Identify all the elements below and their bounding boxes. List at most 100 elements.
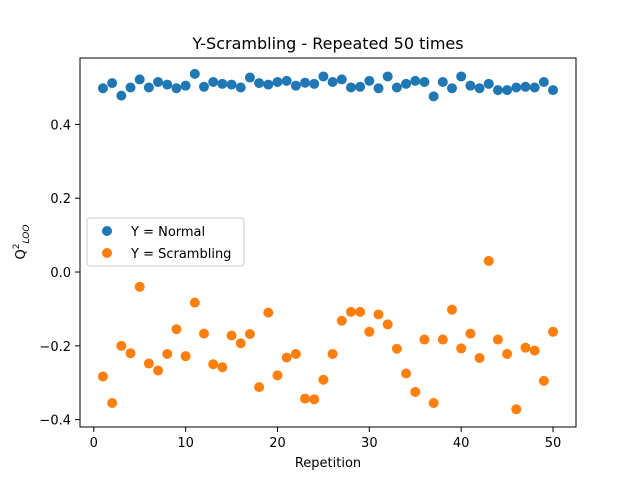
point-normal — [263, 79, 274, 90]
point-scrambling — [153, 365, 164, 376]
point-scrambling — [180, 351, 191, 362]
point-normal — [226, 79, 237, 90]
point-normal — [428, 91, 439, 102]
point-normal — [97, 83, 108, 94]
x-tick-label: 0 — [90, 436, 98, 451]
point-normal — [107, 78, 118, 89]
point-scrambling — [483, 255, 494, 266]
x-tick-label: 50 — [545, 436, 562, 451]
legend: Y = Normal Y = Scrambling — [86, 217, 245, 267]
point-scrambling — [162, 348, 173, 359]
point-scrambling — [199, 328, 209, 339]
point-normal — [189, 68, 200, 79]
point-normal — [309, 78, 320, 89]
point-normal — [502, 85, 513, 96]
point-scrambling — [327, 348, 338, 359]
y-tick-label: 0.0 — [50, 266, 71, 281]
point-scrambling — [382, 319, 393, 330]
point-normal — [391, 82, 402, 93]
point-scrambling — [447, 304, 457, 315]
point-scrambling — [529, 345, 540, 356]
point-scrambling — [391, 343, 402, 354]
point-normal — [364, 75, 375, 86]
point-scrambling — [318, 374, 329, 385]
point-scrambling — [235, 338, 246, 349]
point-normal — [465, 80, 476, 91]
point-normal — [125, 82, 136, 93]
point-normal — [327, 76, 338, 87]
point-normal — [492, 85, 503, 96]
point-scrambling — [143, 358, 154, 369]
point-normal — [143, 82, 154, 93]
point-normal — [382, 71, 393, 82]
point-normal — [355, 81, 366, 92]
point-scrambling — [520, 342, 531, 353]
point-normal — [345, 82, 356, 93]
point-normal — [116, 90, 127, 101]
point-scrambling — [244, 329, 255, 340]
point-scrambling — [373, 309, 384, 320]
point-normal — [199, 81, 209, 92]
y-axis-label-sub: LOO — [22, 225, 32, 244]
point-scrambling — [309, 394, 320, 405]
point-scrambling — [456, 343, 467, 354]
legend-marker-scrambling — [102, 248, 112, 258]
point-scrambling — [208, 359, 219, 370]
chart-title: Y-Scrambling - Repeated 50 times — [191, 34, 463, 53]
series-normal — [97, 68, 559, 102]
point-normal — [474, 83, 485, 94]
point-scrambling — [419, 334, 430, 345]
point-normal — [134, 74, 145, 85]
point-scrambling — [511, 404, 522, 415]
point-scrambling — [300, 393, 311, 404]
x-axis-label: Repetition — [295, 456, 361, 471]
point-normal — [483, 78, 494, 89]
point-scrambling — [428, 398, 439, 409]
x-tick-label: 40 — [453, 436, 470, 451]
point-scrambling — [364, 326, 375, 337]
point-normal — [529, 82, 540, 93]
point-normal — [373, 83, 384, 94]
point-normal — [235, 82, 246, 93]
point-scrambling — [97, 371, 108, 382]
x-tick-label: 30 — [361, 436, 378, 451]
point-scrambling — [548, 326, 559, 337]
point-normal — [401, 78, 412, 89]
point-scrambling — [107, 398, 118, 409]
point-scrambling — [134, 281, 145, 292]
point-scrambling — [254, 382, 265, 393]
point-normal — [281, 75, 292, 86]
series-scrambling — [97, 255, 559, 415]
point-scrambling — [125, 348, 136, 359]
point-normal — [538, 76, 549, 87]
point-normal — [153, 76, 164, 87]
point-normal — [447, 83, 457, 94]
point-normal — [244, 72, 255, 83]
data-points — [97, 68, 559, 415]
point-normal — [511, 82, 522, 93]
point-scrambling — [290, 348, 301, 359]
point-normal — [410, 75, 421, 86]
legend-box — [86, 217, 245, 267]
point-normal — [180, 80, 191, 91]
point-scrambling — [263, 307, 274, 318]
point-normal — [336, 74, 347, 85]
y-axis-label-sup: 2 — [12, 243, 22, 249]
point-scrambling — [474, 352, 485, 363]
point-scrambling — [226, 330, 237, 341]
point-scrambling — [502, 348, 513, 359]
legend-label-scrambling: Y = Scrambling — [130, 247, 231, 262]
y-tick-label: −0.2 — [39, 340, 71, 355]
point-scrambling — [189, 297, 200, 308]
x-tick-label: 20 — [269, 436, 286, 451]
point-scrambling — [401, 368, 412, 379]
y-axis: −0.4 −0.2 0.0 0.2 0.4 — [39, 118, 80, 429]
point-normal — [300, 77, 311, 88]
point-scrambling — [217, 362, 228, 373]
point-normal — [419, 76, 430, 87]
point-normal — [162, 79, 173, 90]
point-normal — [290, 80, 301, 91]
point-normal — [254, 78, 265, 89]
point-scrambling — [410, 386, 421, 397]
